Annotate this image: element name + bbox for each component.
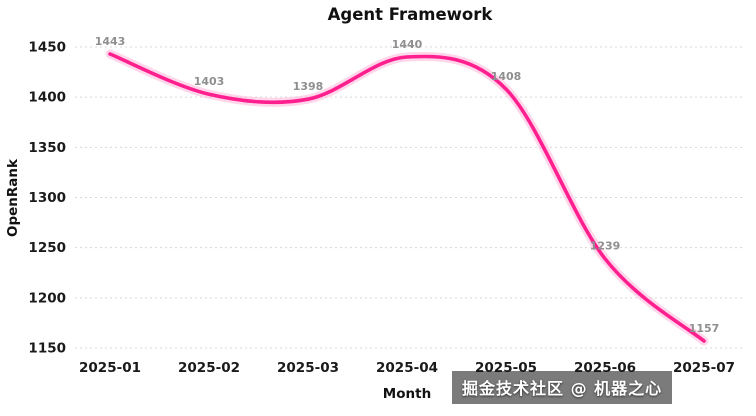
watermark: 掘金技术社区 @ 机器之心	[452, 371, 673, 404]
x-tick-label: 2025-01	[79, 360, 141, 376]
y-tick-label: 1300	[28, 190, 66, 206]
trend-line	[108, 52, 706, 343]
y-tick-label: 1350	[28, 140, 66, 156]
x-axis-label: Month	[382, 386, 432, 402]
x-tick-label: 2025-03	[277, 360, 339, 376]
point-label: 1443	[95, 35, 126, 48]
x-tick-label: 2025-07	[673, 360, 735, 376]
point-labels: 1443 1403 1398 1440 1408 1239 1157	[95, 35, 720, 335]
point-label: 1157	[689, 322, 720, 335]
y-tick-label: 1450	[28, 40, 66, 56]
chart-title: Agent Framework	[327, 5, 493, 24]
y-tick-label: 1250	[28, 240, 66, 256]
y-gridlines	[75, 46, 744, 349]
point-label: 1398	[293, 80, 324, 93]
x-tick-label: 2025-02	[178, 360, 240, 376]
point-label: 1403	[194, 75, 225, 88]
point-label: 1440	[392, 38, 423, 51]
point-label: 1239	[590, 240, 621, 253]
y-tick-label: 1150	[28, 341, 66, 357]
y-tick-label: 1200	[28, 290, 66, 306]
y-tick-label: 1400	[28, 90, 66, 106]
point-label: 1408	[491, 70, 522, 83]
x-tick-label: 2025-04	[376, 360, 438, 376]
y-tick-labels: 1150 1200 1250 1300 1350 1400 1450	[28, 40, 66, 357]
